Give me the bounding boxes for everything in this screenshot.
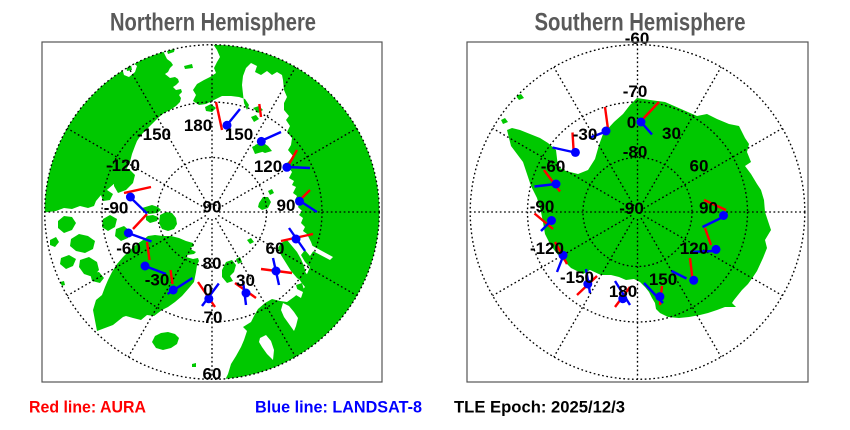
svg-text:60: 60 [690, 157, 709, 176]
svg-text:-30: -30 [145, 271, 170, 290]
svg-text:-120: -120 [530, 239, 564, 258]
svg-text:-150: -150 [137, 125, 171, 144]
svg-text:-150: -150 [560, 268, 594, 287]
svg-text:90: 90 [277, 196, 296, 215]
svg-text:Blue line: LANDSAT-8: Blue line: LANDSAT-8 [255, 397, 422, 416]
svg-text:90: 90 [699, 199, 718, 218]
svg-text:0: 0 [627, 113, 636, 132]
svg-text:30: 30 [236, 271, 255, 290]
svg-text:-60: -60 [625, 29, 650, 48]
svg-text:180: 180 [609, 282, 637, 301]
svg-text:-60: -60 [116, 239, 141, 258]
svg-text:Southern Hemisphere: Southern Hemisphere [535, 9, 746, 37]
svg-text:90: 90 [203, 198, 222, 217]
svg-text:Northern Hemisphere: Northern Hemisphere [110, 9, 316, 37]
svg-text:Red line: AURA: Red line: AURA [29, 397, 146, 416]
svg-text:-90: -90 [619, 199, 644, 218]
svg-text:0: 0 [203, 281, 212, 300]
svg-text:-60: -60 [541, 157, 566, 176]
svg-text:TLE Epoch: 2025/12/3: TLE Epoch: 2025/12/3 [454, 397, 625, 416]
svg-text:180: 180 [184, 116, 212, 135]
svg-text:-30: -30 [573, 125, 598, 144]
svg-text:150: 150 [649, 270, 677, 289]
svg-text:150: 150 [225, 125, 253, 144]
svg-text:80: 80 [203, 254, 222, 273]
svg-text:30: 30 [662, 124, 681, 143]
svg-text:-90: -90 [530, 197, 555, 216]
svg-text:-120: -120 [106, 156, 140, 175]
svg-text:70: 70 [204, 308, 223, 327]
svg-text:120: 120 [254, 157, 282, 176]
svg-text:-90: -90 [104, 199, 129, 218]
svg-text:60: 60 [203, 364, 222, 383]
svg-text:-70: -70 [623, 82, 648, 101]
svg-text:-80: -80 [623, 143, 648, 162]
svg-text:120: 120 [680, 239, 708, 258]
svg-text:60: 60 [266, 239, 285, 258]
